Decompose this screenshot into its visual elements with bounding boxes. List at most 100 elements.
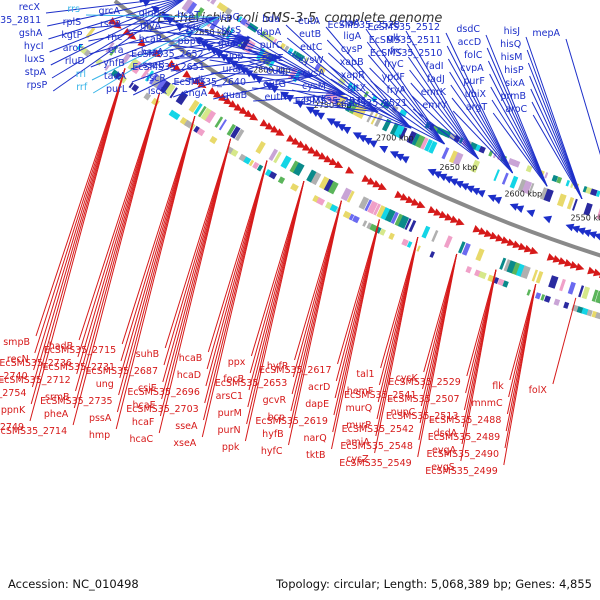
- leader-line: [411, 95, 479, 160]
- kbp-tick-label: 2850 kbp: [194, 28, 232, 37]
- feature-block: [316, 197, 326, 206]
- leader-line: [526, 49, 583, 199]
- reverse-gene-label: EcSMS35_2687: [86, 366, 159, 377]
- reverse-arrow: [449, 178, 459, 186]
- reverse-gene-label: csiE: [138, 383, 157, 394]
- leader-line: [127, 29, 251, 39]
- forward-gene-label: engA: [183, 88, 208, 99]
- forward-gene-label: aroC: [505, 104, 527, 115]
- feature-block: [595, 311, 600, 320]
- leader-line: [72, 92, 161, 426]
- forward-gene-label: hisS: [222, 25, 242, 36]
- feature-block: [323, 178, 335, 192]
- genome-summary-text: Topology: circular; Length: 5,068,389 bp…: [275, 577, 592, 591]
- reverse-arrow: [571, 225, 581, 234]
- forward-gene-label: kgtP: [61, 30, 82, 41]
- feature-block: [280, 155, 292, 169]
- feature-block: [327, 181, 339, 195]
- feature-block: [364, 199, 373, 212]
- leader-line: [487, 60, 548, 187]
- leader-line: [165, 18, 282, 58]
- forward-gene-label: eutJ: [266, 66, 284, 77]
- feature-block: [399, 127, 408, 140]
- forward-arrow: [182, 70, 192, 79]
- feature-block: [596, 207, 600, 221]
- leader-line: [87, 16, 220, 29]
- feature-block: [393, 124, 405, 139]
- reverse-gene-label: cysK: [396, 373, 419, 384]
- reverse-arrow: [565, 223, 575, 232]
- leader-line: [565, 38, 600, 156]
- reverse-arrow: [244, 69, 254, 78]
- feature-block: [398, 215, 410, 229]
- feature-block: [370, 113, 378, 125]
- reverse-arrow: [368, 140, 378, 148]
- reverse-arrow: [427, 168, 437, 177]
- reverse-gene-label: EcSMS35_2703: [126, 404, 199, 415]
- reverse-gene-label: ppk: [222, 442, 240, 453]
- feature-block: [188, 99, 200, 113]
- leader-line: [405, 30, 479, 160]
- forward-arrow: [552, 255, 562, 263]
- reverse-arrow: [400, 156, 410, 164]
- forward-arrow: [472, 224, 482, 233]
- leader-line: [47, 0, 173, 27]
- reverse-gene-label: murP: [346, 420, 371, 431]
- leader-line: [31, 68, 126, 388]
- feature-block: [583, 202, 593, 216]
- leader-line: [125, 16, 251, 39]
- forward-arrow: [366, 177, 376, 185]
- leader-line: [76, 92, 161, 375]
- feature-block: [581, 286, 591, 300]
- leader-line: [380, 237, 419, 369]
- leader-line: [115, 116, 196, 430]
- feature-block: [515, 263, 527, 278]
- leader-line: [162, 138, 232, 383]
- leader-line: [35, 68, 126, 337]
- leader-line: [50, 0, 183, 66]
- reverse-gene-label: purN: [218, 425, 241, 436]
- feature-block: [526, 289, 531, 296]
- leader-line: [251, 87, 346, 95]
- leader-line: [213, 75, 314, 100]
- forward-arrow: [328, 157, 338, 166]
- leader-line: [333, 104, 412, 129]
- feature-block: [431, 230, 439, 243]
- feature-block: [151, 97, 160, 107]
- forward-arrow: [489, 231, 499, 240]
- reverse-gene-label: mnmC: [471, 398, 503, 409]
- feature-block: [214, 116, 224, 128]
- leader-line: [417, 253, 458, 458]
- reverse-gene-label: EcSMS35_2731: [43, 362, 116, 373]
- feature-block: [567, 281, 576, 295]
- feature-block: [374, 114, 383, 128]
- feature-block: [209, 135, 218, 145]
- feature-block: [148, 73, 159, 85]
- reverse-gene-label: amiA: [346, 437, 371, 448]
- leader-line: [412, 108, 479, 160]
- forward-gene-label: grcA: [99, 6, 121, 17]
- forward-gene-label: luxS: [24, 54, 44, 65]
- reverse-arrow: [295, 100, 305, 109]
- feature-block: [443, 235, 453, 249]
- reverse-gene-label: EcSMS35_2653: [215, 378, 288, 389]
- genome-backbone: [113, 0, 600, 258]
- reverse-gene-label: suhB: [136, 349, 160, 360]
- forward-gene-label: EcSMS35_2811: [0, 15, 41, 26]
- forward-gene-label: era: [108, 45, 124, 56]
- reverse-gene-label: EcSMS35_2507: [387, 394, 460, 405]
- leader-line: [527, 62, 583, 199]
- forward-gene-label: purF: [463, 76, 484, 87]
- leader-line: [132, 37, 251, 96]
- forward-gene-label: fdx: [186, 23, 201, 34]
- forward-arrow: [512, 240, 522, 249]
- leader-line: [489, 73, 548, 187]
- forward-gene-label: iscX: [148, 86, 168, 97]
- feature-block: [290, 183, 299, 192]
- leader-line: [250, 74, 346, 95]
- forward-gene-label: rseB: [100, 19, 121, 30]
- leader-line: [207, 160, 268, 353]
- forward-gene-label: cysA: [303, 68, 326, 79]
- leader-line: [370, 80, 445, 145]
- leader-line: [250, 180, 305, 357]
